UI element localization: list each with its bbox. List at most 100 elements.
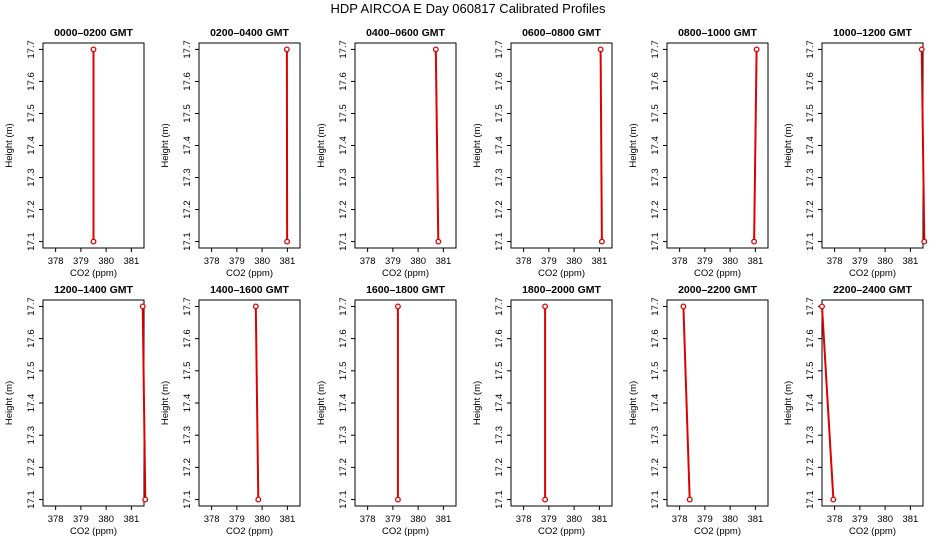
panel-title: 0400–0600 GMT — [366, 27, 445, 39]
x-tick-label: 378 — [516, 514, 532, 525]
profile-point — [394, 496, 401, 503]
x-tick-label: 381 — [279, 514, 295, 525]
y-tick-label: 17.6 — [650, 72, 661, 91]
y-tick-label: 17.5 — [494, 362, 505, 381]
y-tick-label: 17.4 — [182, 136, 193, 155]
y-tick-label: 17.1 — [805, 232, 816, 251]
y-tick-label: 17.4 — [805, 394, 816, 413]
x-axis-label: CO2 (ppm) — [849, 526, 896, 537]
profile-point — [680, 303, 687, 310]
y-tick-label: 17.3 — [26, 168, 37, 187]
chart-panel: 2200–2400 GMT 378 379 380 381 CO2 (ppm) 17.1 17… — [783, 284, 924, 537]
y-tick-label: 17.3 — [338, 168, 349, 187]
y-tick-label: 17.3 — [338, 426, 349, 445]
x-tick-label: 380 — [722, 256, 738, 267]
plot-frame — [42, 299, 145, 507]
x-axis-label: CO2 (ppm) — [70, 268, 117, 279]
chart-panel: 1800–2000 GMT 378 379 380 381 CO2 (ppm) 17.1 17… — [472, 284, 613, 537]
profile-line — [599, 49, 603, 242]
plot-frame — [510, 42, 613, 249]
panel-title: 0600–0800 GMT — [522, 27, 601, 39]
y-tick-label: 17.4 — [338, 136, 349, 155]
x-tick-label: 381 — [591, 256, 607, 267]
panel-title: 1000–1200 GMT — [833, 27, 912, 39]
x-axis-label: CO2 (ppm) — [694, 526, 741, 537]
panel-title: 0000–0200 GMT — [54, 27, 133, 39]
x-axis-label: CO2 (ppm) — [70, 526, 117, 537]
profile-line — [753, 49, 758, 242]
x-tick-label: 378 — [360, 256, 376, 267]
x-tick-label: 378 — [48, 514, 64, 525]
y-tick-label: 17.4 — [338, 394, 349, 413]
y-tick-label: 17.7 — [26, 297, 37, 316]
profile-line — [141, 306, 147, 500]
y-tick-label: 17.4 — [26, 394, 37, 413]
x-tick-label: 378 — [827, 514, 843, 525]
chart-panel: 0200–0400 GMT 378 379 380 381 CO2 (ppm) 17.1 17… — [160, 27, 301, 279]
x-tick-label: 380 — [566, 256, 582, 267]
y-axis-label: Height (m) — [316, 381, 327, 425]
x-tick-label: 378 — [827, 256, 843, 267]
y-tick-label: 17.2 — [494, 458, 505, 477]
y-tick-label: 17.7 — [494, 297, 505, 316]
x-tick-label: 380 — [877, 514, 893, 525]
y-tick-label: 17.1 — [182, 490, 193, 509]
plot-frame — [666, 299, 769, 507]
profile-point — [542, 496, 549, 503]
y-tick-label: 17.3 — [26, 426, 37, 445]
x-tick-label: 379 — [541, 256, 557, 267]
plot-frame — [198, 299, 301, 507]
profile-point — [255, 496, 262, 503]
y-tick-label: 17.6 — [26, 72, 37, 91]
y-tick-label: 17.2 — [182, 200, 193, 219]
y-tick-label: 17.7 — [338, 297, 349, 316]
plot-frame — [821, 42, 924, 249]
x-tick-label: 381 — [123, 514, 139, 525]
profile-point — [753, 46, 760, 53]
x-tick-label: 380 — [566, 514, 582, 525]
profile-point — [283, 46, 290, 53]
x-tick-label: 378 — [48, 256, 64, 267]
profile-point — [432, 46, 439, 53]
y-tick-label: 17.5 — [805, 362, 816, 381]
y-tick-label: 17.6 — [26, 329, 37, 348]
y-tick-label: 17.1 — [494, 490, 505, 509]
y-tick-label: 17.1 — [26, 490, 37, 509]
x-axis-label: CO2 (ppm) — [538, 526, 585, 537]
y-tick-label: 17.2 — [26, 458, 37, 477]
y-tick-label: 17.5 — [338, 362, 349, 381]
x-tick-label: 380 — [254, 256, 270, 267]
x-tick-label: 379 — [852, 256, 868, 267]
chart-panel: 1600–1800 GMT 378 379 380 381 CO2 (ppm) 17.1 17… — [316, 284, 457, 537]
x-axis-label: CO2 (ppm) — [226, 526, 273, 537]
y-tick-label: 17.3 — [494, 426, 505, 445]
x-axis-label: CO2 (ppm) — [382, 526, 429, 537]
x-tick-label: 379 — [385, 256, 401, 267]
panel-title: 2000–2200 GMT — [678, 284, 757, 296]
profile-point — [139, 303, 146, 310]
y-tick-label: 17.7 — [805, 40, 816, 59]
chart-panel: 0600–0800 GMT 378 379 380 381 CO2 (ppm) 17.1 17… — [472, 27, 613, 279]
x-tick-label: 379 — [852, 514, 868, 525]
panel-title: 2200–2400 GMT — [833, 284, 912, 296]
y-tick-label: 17.1 — [182, 232, 193, 251]
y-tick-label: 17.2 — [338, 458, 349, 477]
x-tick-label: 379 — [73, 256, 89, 267]
panel-title: 0800–1000 GMT — [678, 27, 757, 39]
y-axis-label: Height (m) — [4, 123, 15, 167]
profile-line — [682, 306, 691, 500]
x-tick-label: 379 — [697, 256, 713, 267]
plot-frame — [666, 42, 769, 249]
profile-point — [918, 46, 925, 53]
y-tick-label: 17.1 — [338, 490, 349, 509]
x-axis-label: CO2 (ppm) — [849, 268, 896, 279]
y-tick-label: 17.1 — [338, 232, 349, 251]
y-axis-label: Height (m) — [4, 381, 15, 425]
y-tick-label: 17.4 — [182, 394, 193, 413]
y-tick-label: 17.3 — [494, 168, 505, 187]
x-tick-label: 379 — [229, 514, 245, 525]
y-tick-label: 17.1 — [26, 232, 37, 251]
y-tick-label: 17.7 — [650, 40, 661, 59]
profile-point — [598, 238, 605, 245]
